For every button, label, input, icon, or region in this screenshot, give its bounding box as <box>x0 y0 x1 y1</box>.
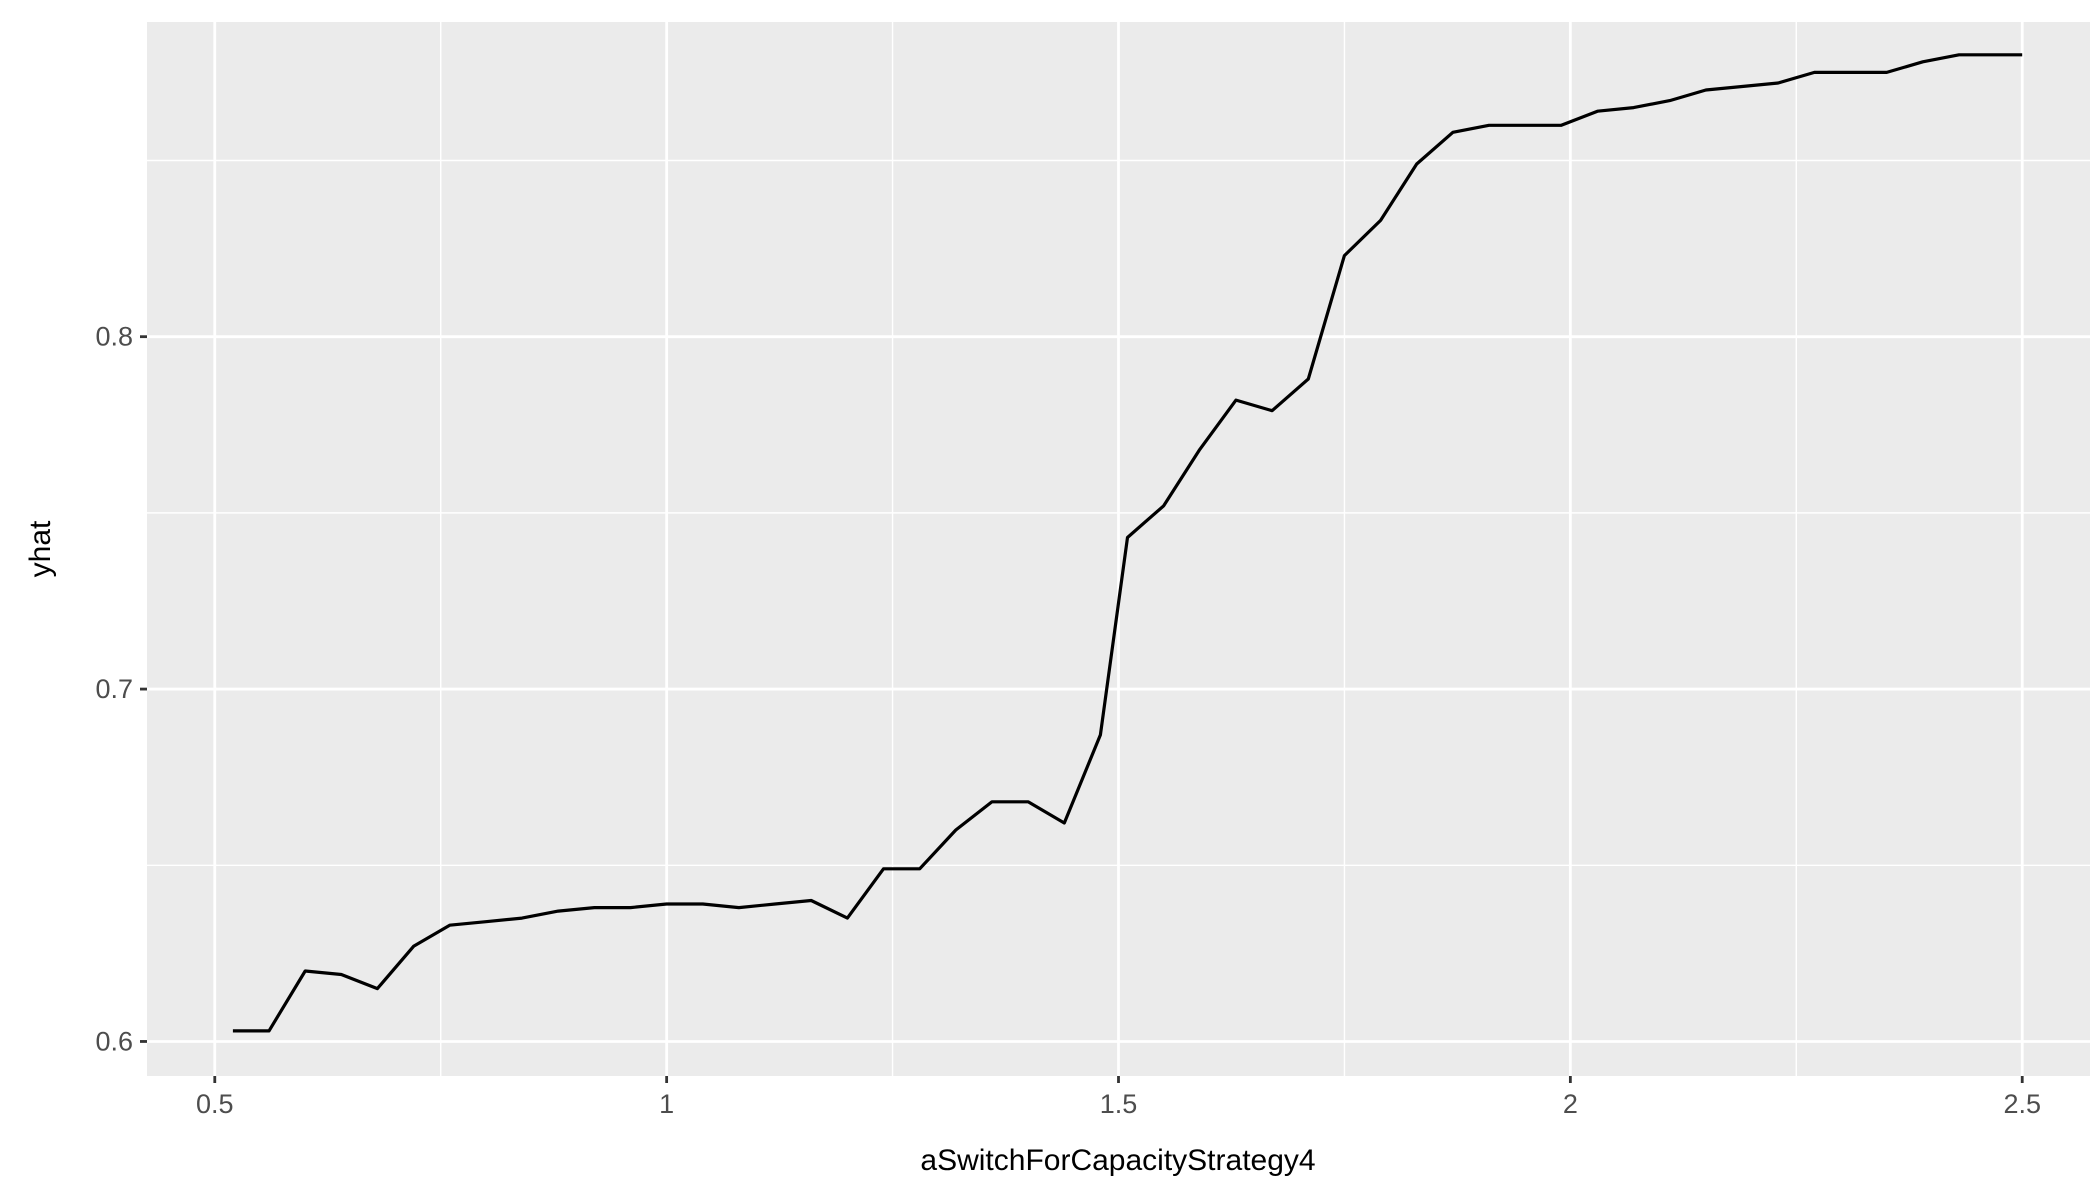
x-tick-label: 2.5 <box>2003 1089 2041 1119</box>
y-tick-label: 0.6 <box>95 1026 133 1056</box>
y-tick-label: 0.8 <box>95 322 133 352</box>
major-gridlines <box>147 22 2090 1076</box>
x-axis: 0.5 1 1.5 2 2.5 <box>196 1076 2041 1119</box>
x-tick-label: 1.5 <box>1100 1089 1138 1119</box>
x-tick-label: 1 <box>659 1089 674 1119</box>
x-tick-label: 2 <box>1563 1089 1578 1119</box>
y-tick-label: 0.7 <box>95 674 133 704</box>
y-axis-title: yhat <box>24 520 57 577</box>
series-layer <box>232 53 2023 1033</box>
yhat-line <box>232 53 2023 1033</box>
y-axis: 0.6 0.7 0.8 <box>95 322 147 1056</box>
x-axis-title: aSwitchForCapacityStrategy4 <box>920 1144 1315 1177</box>
x-tick-label: 0.5 <box>196 1089 234 1119</box>
